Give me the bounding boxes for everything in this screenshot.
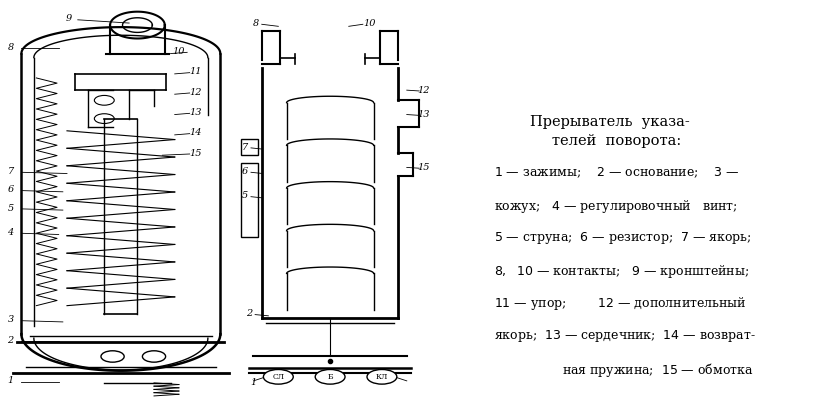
- Text: 13: 13: [417, 110, 430, 119]
- Text: 12: 12: [417, 86, 430, 95]
- Text: 1: 1: [7, 376, 14, 386]
- Circle shape: [315, 370, 345, 384]
- Text: 15: 15: [189, 149, 202, 157]
- Text: 7: 7: [242, 142, 248, 152]
- Text: 5: 5: [242, 191, 248, 200]
- Text: 11: 11: [189, 67, 202, 76]
- Text: кожух;   $\mathit{4}$ — регулировочный   винт;: кожух; $\mathit{4}$ — регулировочный вин…: [494, 198, 738, 215]
- FancyBboxPatch shape: [241, 139, 258, 155]
- Text: 3: 3: [7, 315, 14, 324]
- Text: якорь;  $\mathit{13}$ — сердечник;  $\mathit{14}$ — возврат-: якорь; $\mathit{13}$ — сердечник; $\math…: [494, 328, 755, 344]
- Text: СЛ: СЛ: [273, 373, 284, 381]
- Text: КЛ: КЛ: [376, 373, 388, 381]
- Text: 14: 14: [189, 129, 202, 137]
- Text: 6: 6: [242, 167, 248, 176]
- Circle shape: [95, 95, 114, 105]
- Text: Прерыватель  указа-
   телей  поворота:: Прерыватель указа- телей поворота:: [530, 115, 690, 148]
- Circle shape: [95, 114, 114, 124]
- Text: 2: 2: [246, 309, 253, 318]
- Text: $\mathit{5}$ — струна;  $\mathit{6}$ — резистор;  $\mathit{7}$ — якорь;: $\mathit{5}$ — струна; $\mathit{6}$ — ре…: [494, 231, 751, 246]
- Text: $\mathit{1}$ — зажимы;    $\mathit{2}$ — основание;    $\mathit{3}$ —: $\mathit{1}$ — зажимы; $\mathit{2}$ — ос…: [494, 165, 740, 180]
- Text: 12: 12: [189, 88, 202, 97]
- Circle shape: [101, 351, 124, 362]
- Text: $\mathit{8,}$  $\mathit{10}$ — контакты;   $\mathit{9}$ — кронштейны;: $\mathit{8,}$ $\mathit{10}$ — контакты; …: [494, 263, 749, 280]
- Text: 6: 6: [7, 185, 14, 194]
- FancyBboxPatch shape: [241, 163, 258, 237]
- Text: 5: 5: [7, 204, 14, 213]
- Text: 13: 13: [189, 108, 202, 117]
- Text: 4: 4: [7, 228, 14, 237]
- Text: $\mathit{11}$ — упор;        $\mathit{12}$ — дополнительный: $\mathit{11}$ — упор; $\mathit{12}$ — до…: [494, 295, 746, 313]
- Text: ная пружина;  $\mathit{15}$ — обмотка: ная пружина; $\mathit{15}$ — обмотка: [562, 361, 754, 379]
- Circle shape: [367, 370, 397, 384]
- Text: 10: 10: [173, 47, 185, 56]
- Text: 15: 15: [417, 163, 430, 172]
- Text: 10: 10: [363, 18, 376, 28]
- Text: 1: 1: [250, 378, 257, 388]
- Text: Б: Б: [327, 373, 333, 381]
- Circle shape: [263, 370, 293, 384]
- Text: 9: 9: [66, 15, 71, 24]
- Text: 8: 8: [7, 43, 14, 52]
- Text: 7: 7: [7, 167, 14, 176]
- Circle shape: [142, 351, 165, 362]
- Text: 2: 2: [7, 336, 14, 345]
- Text: 8: 8: [253, 18, 259, 28]
